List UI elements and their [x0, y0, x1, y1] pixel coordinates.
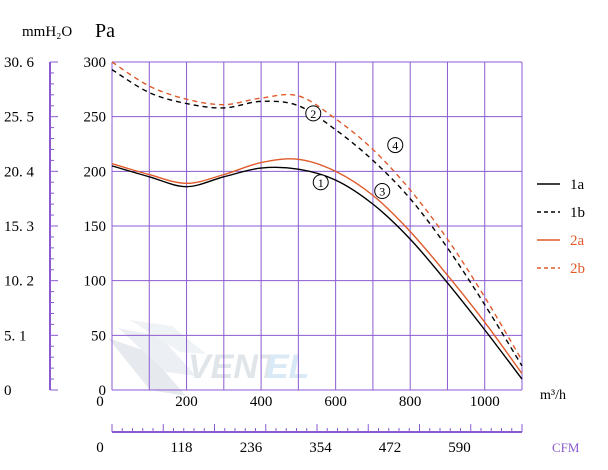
- pa-tick-label: 150: [84, 219, 107, 235]
- m3h-tick-label: 1000: [470, 394, 500, 410]
- m3h-tick-label: 0: [96, 394, 104, 410]
- watermark-text-venter: VENT: [188, 348, 282, 386]
- m3h-tick-label: 600: [324, 394, 347, 410]
- legend-label-1a: 1a: [570, 177, 585, 193]
- unit-cfm: CFM: [552, 440, 580, 455]
- cfm-tick-label: 472: [379, 440, 402, 456]
- legend-label-2a: 2a: [570, 233, 585, 249]
- curve-annotations: 1 2 3 4: [305, 105, 404, 200]
- unit-mmh2o: mmH₂O: [22, 24, 72, 40]
- mmh2o-tick-label: 20. 4: [4, 164, 35, 180]
- m3h-tick-label: 200: [175, 394, 198, 410]
- grid: [111, 61, 523, 391]
- annotation-circle-4: [387, 137, 404, 154]
- mmh2o-tick-label: 25. 5: [4, 110, 34, 126]
- m3h-tick-label: 400: [250, 394, 273, 410]
- annotation-circle-2: [305, 105, 322, 122]
- pa-tick-label: 0: [99, 383, 107, 399]
- pa-tick-label: 200: [84, 164, 107, 180]
- ventel-watermark: VENT EL: [108, 320, 309, 396]
- pa-tick-label: 300: [84, 55, 107, 71]
- pa-tick-label: 100: [84, 274, 107, 290]
- legend-label-2b: 2b: [570, 261, 585, 277]
- unit-pa: Pa: [95, 20, 115, 42]
- m3h-tick-label: 800: [399, 394, 422, 410]
- mmh2o-tick-label: 15. 3: [4, 219, 34, 235]
- series-line-2a: [111, 158, 523, 375]
- pa-tick-label: 50: [91, 328, 106, 344]
- mmh2o-tick-label: 0: [4, 383, 12, 399]
- annotation-label-1: 1: [318, 176, 324, 190]
- cfm-tick-label: 236: [240, 440, 263, 456]
- annotation-circle-1: [312, 174, 329, 191]
- mmh2o-tick-label: 10. 2: [4, 274, 34, 290]
- pa-tick-label: 250: [84, 110, 107, 126]
- series-line-1a: [111, 165, 523, 380]
- cfm-tick-label: 0: [96, 440, 104, 456]
- series-lines: [111, 61, 523, 380]
- unit-m3h: m³/h: [540, 388, 566, 403]
- cfm-tick-label: 354: [309, 440, 332, 456]
- annotation-circle-3: [374, 183, 391, 200]
- annotation-label-2: 2: [310, 107, 316, 121]
- series-line-2b: [111, 61, 523, 361]
- cfm-tick-label: 118: [171, 440, 193, 456]
- legend-label-1b: 1b: [570, 205, 585, 221]
- legend: 1a 1b 2a 2b: [537, 177, 585, 277]
- series-line-1b: [111, 69, 523, 367]
- annotation-label-4: 4: [392, 139, 398, 153]
- mmh2o-tick-label: 30. 6: [4, 55, 35, 71]
- mmh2o-tick-label: 5. 1: [4, 328, 27, 344]
- cfm-tick-label: 590: [448, 440, 471, 456]
- watermark-text-el: EL: [266, 348, 309, 386]
- annotation-label-3: 3: [379, 185, 385, 199]
